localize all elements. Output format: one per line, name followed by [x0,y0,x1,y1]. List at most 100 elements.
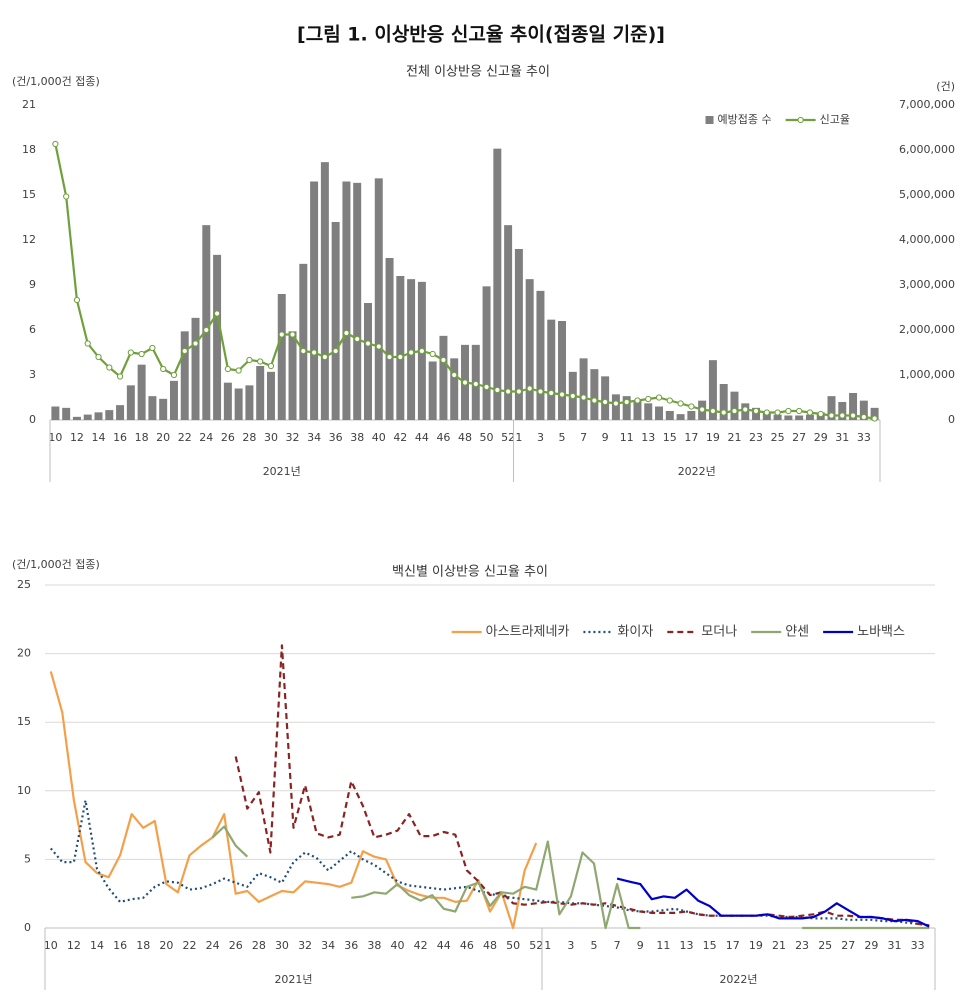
bar [601,376,610,420]
bar [266,371,275,420]
bar [374,178,383,420]
bar [849,393,858,420]
point-marker [321,353,328,361]
bar [687,411,696,420]
point-marker [116,373,124,380]
point-marker [860,413,867,421]
bar [547,319,556,420]
x-tick-label: 14 [92,431,106,444]
legend-swatch [705,116,714,124]
point-marker [774,409,781,416]
x-tick-label: 34 [321,939,335,952]
x-tick-label: 48 [458,431,472,444]
x-tick-label: 31 [835,431,849,444]
point-marker [181,347,188,355]
bar [169,380,178,420]
point-marker [451,371,458,379]
point-marker [785,407,792,415]
bar [159,398,168,420]
point-marker [160,365,167,373]
x-tick-label: 40 [372,431,386,444]
bar [396,276,405,420]
series-line [211,825,930,930]
y-tick-label: 12 [22,233,36,246]
x-tick-label: 33 [911,939,925,952]
x-tick-label: 9 [602,431,609,444]
x-tick-label: 28 [242,431,256,444]
point-marker [763,409,770,416]
x-tick-label: 36 [329,431,343,444]
x-tick-label: 16 [113,939,127,952]
x-tick-label: 7 [580,431,587,444]
bar [450,358,459,420]
point-marker [354,335,361,343]
y2-tick-label: 6,000,000 [899,143,955,156]
y2-tick-label: 2,000,000 [899,323,955,336]
x-group-label: 2021년 [274,973,312,986]
y-axis-label: (건/1,000건 접종) [12,75,100,88]
point-marker [257,358,264,365]
bar [504,225,513,420]
bar [859,400,868,420]
x-tick-label: 13 [641,431,655,444]
point-marker [709,407,717,415]
point-marker [494,386,501,394]
y2-tick-label: 7,000,000 [899,98,955,111]
point-marker [418,347,425,355]
x-tick-label: 50 [480,431,494,444]
legend-label: 노바백스 [857,625,905,640]
y2-axis-label: (건) [936,80,955,93]
x-tick-label: 46 [460,939,474,952]
bar [331,222,340,420]
y2-tick-label: 3,000,000 [899,278,955,291]
x-tick-label: 14 [90,939,104,952]
bar [62,407,71,420]
y-tick-label: 0 [24,921,31,934]
x-tick-label: 30 [275,939,289,952]
x-tick-label: 25 [771,431,785,444]
x-tick-label: 7 [614,939,621,952]
point-marker [537,388,544,395]
x-tick-label: 23 [749,431,763,444]
x-tick-label: 24 [199,431,213,444]
x-tick-label: 29 [814,431,828,444]
point-marker [548,389,555,397]
point-marker [170,371,178,379]
chart-title: 전체 이상반응 신고율 추이 [406,65,550,80]
bar [590,369,599,420]
point-marker [569,392,576,400]
x-tick-label: 26 [221,431,235,444]
chart-title: 백신별 이상반응 신고율 추이 [392,565,548,580]
bar [288,331,297,420]
bar [719,384,728,420]
bar [558,321,567,420]
x-tick-label: 38 [350,431,364,444]
bar [493,148,502,420]
x-tick-label: 13 [679,939,693,952]
point-marker [332,347,339,355]
legend-label: 예방접종 수 [718,113,772,126]
point-marker [429,350,436,358]
point-marker [666,397,673,404]
point-marker [84,340,91,347]
y-tick-label: 21 [22,98,36,111]
bar [299,263,308,420]
bar [320,162,329,420]
y-tick-label: 3 [29,368,36,381]
x-tick-label: 5 [591,939,598,952]
point-marker [106,364,113,371]
point-marker [688,403,695,410]
bar [762,412,771,420]
point-marker [796,407,803,415]
legend: 예방접종 수 신고율 [705,113,850,126]
x-tick-label: 24 [206,939,220,952]
x-tick-label: 33 [857,431,871,444]
bar [310,181,319,420]
point-marker [839,412,846,419]
bar [611,394,620,420]
x-tick-label: 17 [726,939,740,952]
bar [827,396,836,420]
x-tick-label: 15 [703,939,717,952]
point-marker [752,407,760,415]
